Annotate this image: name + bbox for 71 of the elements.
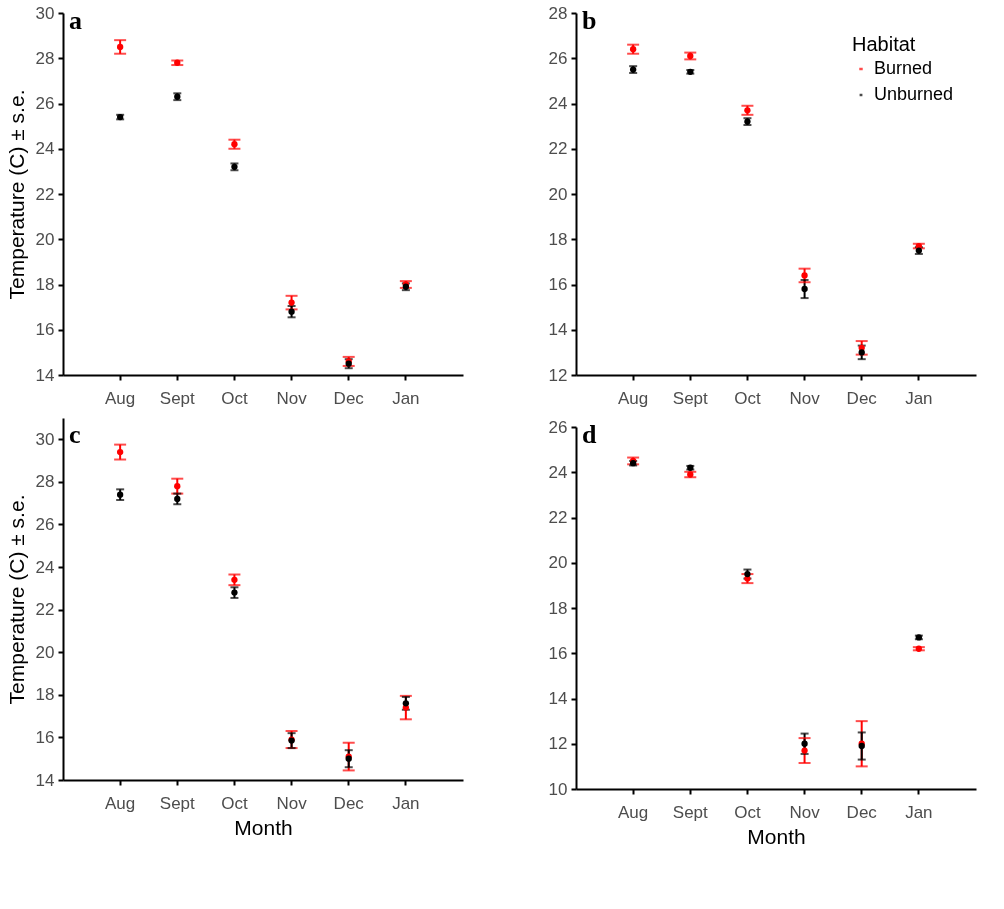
x-tick-label: Dec (846, 802, 878, 822)
chart-title: a (69, 6, 82, 35)
x-tick-label: Nov (789, 802, 821, 822)
legend-label: Burned (874, 58, 933, 78)
chart-title: b (582, 6, 597, 35)
y-tick-label: 10 (548, 779, 568, 799)
x-tick-label: Nov (789, 388, 821, 408)
x-axis-title: Month (747, 824, 806, 848)
x-tick-label: Sept (159, 388, 196, 408)
y-tick-label: 24 (35, 139, 55, 159)
x-tick-label: Jan (392, 793, 420, 813)
y-tick-label: 24 (548, 462, 568, 482)
y-tick-label: 24 (548, 94, 568, 113)
y-tick-label: 28 (35, 472, 55, 492)
y-tick-label: 18 (35, 685, 55, 705)
y-tick-label: 20 (35, 229, 55, 249)
x-tick-label: Jan (392, 388, 420, 408)
legend-label: Unburned (874, 84, 954, 104)
y-tick-label: 16 (35, 320, 55, 340)
y-axis-title: Temperature (C) ± s.e. (4, 89, 28, 300)
x-tick-label: Aug (618, 388, 649, 408)
y-tick-label: 18 (548, 598, 568, 618)
y-tick-label: 18 (35, 275, 55, 294)
y-tick-label: 26 (548, 48, 568, 68)
x-tick-label: Sept (672, 802, 709, 822)
y-tick-label: 20 (548, 553, 568, 573)
y-tick-label: 12 (548, 734, 568, 754)
chart-title: d (582, 420, 597, 449)
y-tick-label: 20 (35, 642, 55, 662)
y-tick-label: 16 (35, 727, 55, 747)
y-tick-label: 26 (35, 514, 55, 534)
y-tick-label: 30 (35, 3, 55, 23)
x-tick-label: Sept (159, 793, 196, 813)
y-tick-label: 18 (548, 229, 568, 249)
legend-title: Habitat (852, 33, 916, 55)
x-tick-label: Oct (221, 388, 248, 408)
y-tick-label: 12 (548, 365, 568, 385)
x-axis-title: Month (234, 815, 293, 839)
y-tick-label: 14 (548, 320, 568, 340)
y-tick-label: 14 (548, 689, 568, 708)
y-tick-label: 22 (548, 139, 568, 159)
x-tick-label: Nov (276, 388, 308, 408)
x-tick-label: Jan (905, 388, 933, 408)
y-tick-label: 22 (35, 600, 55, 620)
x-tick-label: Oct (221, 793, 248, 813)
y-tick-label: 20 (548, 184, 568, 204)
x-tick-label: Nov (276, 793, 308, 813)
y-tick-label: 14 (35, 770, 55, 790)
x-tick-label: Jan (905, 802, 933, 822)
y-tick-label: 28 (35, 48, 55, 68)
x-tick-label: Dec (846, 388, 878, 408)
y-tick-label: 14 (35, 365, 55, 385)
x-tick-label: Sept (672, 388, 709, 408)
x-tick-label: Aug (105, 388, 136, 408)
y-tick-label: 28 (548, 3, 568, 23)
y-tick-label: 24 (35, 557, 55, 577)
y-tick-label: 30 (35, 429, 55, 449)
chart-title: c (69, 420, 81, 449)
x-tick-label: Aug (618, 802, 649, 822)
x-tick-label: Dec (333, 388, 365, 408)
x-tick-label: Aug (105, 793, 136, 813)
y-tick-label: 16 (548, 275, 568, 294)
y-tick-label: 16 (548, 643, 568, 663)
y-tick-label: 22 (548, 508, 568, 527)
y-tick-label: 26 (35, 94, 55, 113)
y-axis-title: Temperature (C) ± s.e. (4, 494, 28, 705)
x-tick-label: Oct (734, 802, 761, 822)
x-tick-label: Oct (734, 388, 761, 408)
x-tick-label: Dec (333, 793, 365, 813)
y-tick-label: 22 (35, 184, 55, 204)
y-tick-label: 26 (548, 417, 568, 437)
